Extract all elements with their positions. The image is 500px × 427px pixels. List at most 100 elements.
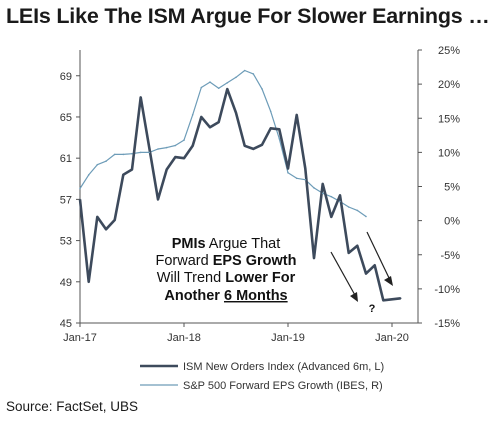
annotation-line: PMIs Argue That [172,236,281,252]
trend-arrowhead-left [350,292,358,302]
data-point-ism [261,144,263,146]
left-tick-label: 53 [60,236,72,248]
annotation-line: Another 6 Months [164,288,287,304]
right-tick-label: -15% [434,318,460,330]
series-layer [78,69,401,302]
right-tick-label: 25% [438,45,460,57]
data-point-eps [113,153,116,156]
data-point-eps [139,151,142,154]
data-point-eps [235,76,237,79]
annotation-run: PMIs [172,236,206,252]
right-tick-label: -10% [434,284,460,296]
data-point-ism [391,298,393,301]
data-point-ism [235,112,237,114]
data-point-eps [165,146,168,149]
data-point-eps [79,187,81,190]
data-point-eps [105,160,107,162]
data-point-eps [347,206,350,208]
x-axis-ticks: Jan-17 Jan-18 Jan-19 Jan-20 [63,323,409,344]
data-point-ism [321,183,324,185]
x-tick-label: Jan-17 [63,332,97,344]
annotation-run: Argue That [206,236,281,252]
annotation-run: Will Trend [157,270,226,286]
left-tick-label: 57 [60,194,72,206]
data-point-eps [226,82,229,84]
right-tick-label: 10% [438,147,460,159]
data-point-ism [87,281,90,283]
data-point-eps [313,187,315,189]
data-point-eps [321,192,324,195]
data-point-eps [356,209,359,212]
data-point-eps [269,110,272,113]
data-point-ism [339,194,341,197]
data-point-eps [278,137,281,140]
data-point-ism [365,272,367,275]
left-tick-label: 61 [60,153,72,165]
trend-arrowhead-right [384,276,393,286]
trend-arrow-right [366,231,391,281]
left-tick-label: 45 [60,318,72,330]
data-point-eps [217,87,220,89]
data-point-ism [243,145,246,147]
data-point-ism [287,167,289,170]
x-tick-label: Jan-19 [271,332,305,344]
data-point-ism [373,264,376,267]
data-point-ism [157,198,159,201]
data-point-ism [79,198,81,201]
right-tick-label: 0% [444,216,460,228]
trend-arrows [330,231,393,302]
data-point-eps [295,177,298,180]
trend-arrow-left [330,251,357,298]
chart-title: LEIs Like The ISM Argue For Slower Earni… [6,4,490,28]
data-point-eps [243,69,246,72]
x-tick-label: Jan-18 [167,332,201,344]
annotation-run: Forward [155,253,212,269]
data-point-ism [304,167,307,170]
data-point-ism [165,168,168,171]
right-axis-ticks: 25% 20% 15% 10% 5% 0% -5% -10% -15% [418,45,460,330]
data-point-eps [209,81,211,83]
data-point-eps [200,86,203,89]
legend-label-ism: ISM New Orders Index (Advanced 6m, L) [183,361,384,373]
annotation-run: EPS Growth [213,253,297,269]
data-point-eps [252,73,255,75]
right-tick-label: 20% [438,79,460,91]
left-tick-label: 49 [60,277,72,289]
data-point-ism [252,148,255,150]
left-tick-label: 65 [60,112,72,124]
annotation-run: Another [164,288,224,304]
data-point-eps [131,152,133,155]
x-tick-label: Jan-20 [375,332,409,344]
data-point-eps [183,139,185,141]
data-point-ism [330,216,333,218]
data-point-eps [261,88,263,90]
data-point-ism [347,252,350,254]
series-line-ism-new-orders [78,87,401,302]
data-point-eps [330,195,333,198]
annotation-run: 6 Months [224,288,288,304]
left-axis-ticks: 45 49 53 57 61 65 69 [60,71,80,330]
data-point-eps [87,174,90,176]
data-point-ism [278,128,281,131]
data-point-ism [295,114,298,116]
data-point-ism [113,219,116,221]
source-note: Source: FactSet, UBS [6,399,139,414]
right-tick-label: -5% [440,250,460,262]
data-point-ism [131,168,133,171]
question-mark-annotation: ? [369,303,376,315]
data-point-eps [96,163,99,166]
data-point-ism [96,216,99,218]
data-point-eps [339,200,341,203]
data-point-ism [174,156,177,158]
legend: ISM New Orders Index (Advanced 6m, L) S&P… [140,361,384,392]
data-point-eps [191,114,194,116]
data-point-ism [226,88,229,90]
data-point-ism [209,126,211,129]
data-point-ism [183,157,185,159]
right-tick-label: 5% [444,182,460,194]
annotation-line: Will Trend Lower For [157,270,296,286]
data-point-ism [382,299,385,302]
data-point-eps [122,153,125,156]
